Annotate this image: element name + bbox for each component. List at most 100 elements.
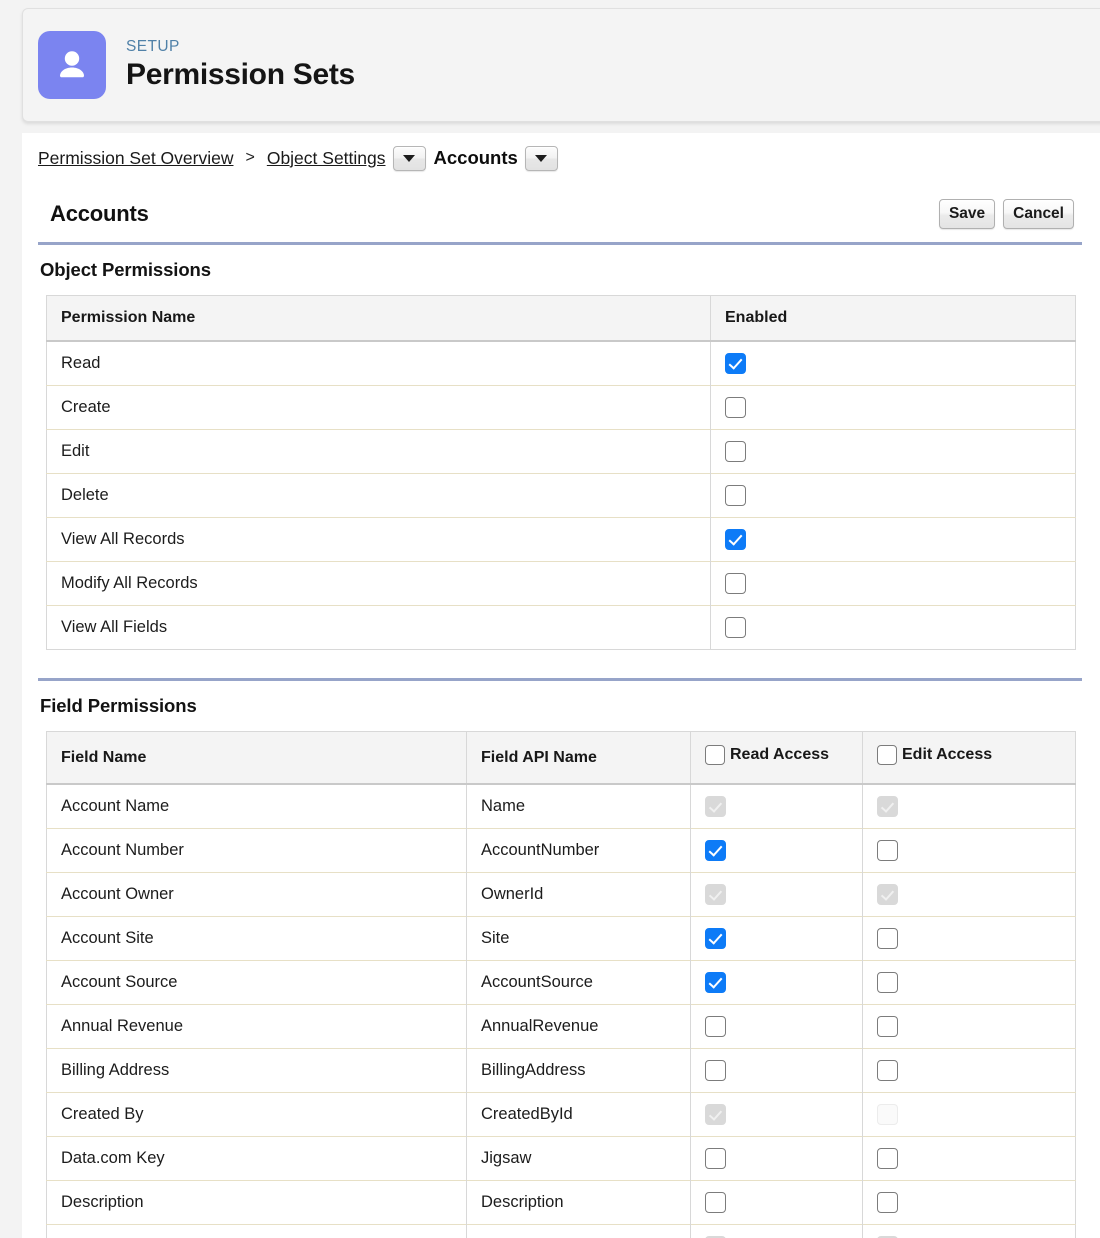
table-row: Account Name Name — [47, 784, 1076, 829]
edit-checkbox-unchecked[interactable] — [877, 840, 898, 861]
field-api-name-cell: Name — [466, 784, 691, 829]
enabled-checkbox-checked[interactable] — [725, 529, 746, 550]
table-row: Modify All Records — [46, 561, 1076, 606]
table-row: Account Number AccountNumber — [46, 828, 1076, 873]
table-row: Description Description — [46, 1180, 1076, 1225]
enabled-checkbox-unchecked[interactable] — [725, 485, 746, 506]
read-checkbox-unchecked[interactable] — [705, 1016, 726, 1037]
field-api-name-cell: CreatedById — [466, 1092, 691, 1137]
edit-checkbox-unchecked[interactable] — [877, 1016, 898, 1037]
read-access-cell — [690, 828, 863, 873]
table-row: Account Site Site — [46, 916, 1076, 961]
enabled-checkbox-checked[interactable] — [725, 353, 746, 374]
breadcrumb-separator: > — [245, 149, 255, 166]
column-header-read-access: Read Access — [690, 731, 863, 785]
read-checkbox-checked[interactable] — [705, 972, 726, 993]
column-header-enabled: Enabled — [710, 295, 1076, 342]
edit-access-cell — [862, 916, 1076, 961]
save-button[interactable]: Save — [938, 199, 996, 229]
field-api-name-cell: AccountNumber — [466, 828, 691, 873]
read-checkbox-checked[interactable] — [705, 840, 726, 861]
field-name-cell: Account Site — [46, 916, 467, 961]
permission-name-cell: Read — [61, 354, 101, 372]
table-header-row: Field Name Field API Name Read Access — [46, 731, 1076, 785]
section-divider — [38, 678, 1082, 681]
edit-access-cell — [862, 1224, 1076, 1238]
read-checkbox-checked-disabled — [705, 884, 726, 905]
field-name-cell: Account Name — [61, 797, 170, 815]
enabled-cell — [710, 341, 1076, 386]
object-permissions-body: Read Create Edit Delete View All Records Modi… — [46, 341, 1076, 650]
enabled-cell — [710, 605, 1076, 650]
field-api-name-cell: Description — [466, 1180, 691, 1225]
field-name-cell: Account Owner — [46, 872, 467, 917]
read-checkbox-unchecked[interactable] — [705, 1192, 726, 1213]
permission-name-cell: Modify All Records — [46, 561, 711, 606]
person-icon — [38, 31, 106, 99]
object-settings-dropdown-button[interactable] — [392, 145, 426, 171]
read-checkbox-unchecked[interactable] — [705, 1148, 726, 1169]
object-permissions-table: Permission Name Enabled Read Create Edit De… — [46, 295, 1076, 650]
enabled-cell — [710, 429, 1076, 474]
breadcrumb: Permission Set Overview > Object Setting… — [38, 133, 1082, 173]
cancel-button[interactable]: Cancel — [1003, 199, 1074, 229]
field-api-name-cell: BillingAddress — [466, 1048, 691, 1093]
content-area: Permission Set Overview > Object Setting… — [22, 133, 1100, 1238]
column-header-edit-access: Edit Access — [862, 731, 1076, 785]
read-checkbox-checked-disabled — [705, 796, 726, 817]
read-checkbox-checked-disabled — [705, 1104, 726, 1125]
table-row: Edit — [46, 429, 1076, 474]
edit-checkbox-unchecked[interactable] — [877, 1192, 898, 1213]
field-name-cell: Account Source — [46, 960, 467, 1005]
read-access-cell — [690, 784, 863, 829]
select-all-read-checkbox[interactable] — [705, 745, 725, 765]
field-api-name-cell: Jigsaw — [466, 1136, 691, 1181]
table-row: Account Owner OwnerId — [46, 872, 1076, 917]
enabled-checkbox-unchecked[interactable] — [725, 441, 746, 462]
edit-checkbox-unchecked[interactable] — [877, 1148, 898, 1169]
read-checkbox-checked[interactable] — [705, 928, 726, 949]
accounts-dropdown-button[interactable] — [524, 145, 558, 171]
field-api-name-cell: Tier — [466, 1224, 691, 1238]
edit-access-cell — [862, 784, 1076, 829]
column-header-permission-name: Permission Name — [46, 295, 711, 342]
field-name-cell: Created By — [46, 1092, 467, 1137]
table-row: Billing Address BillingAddress — [46, 1048, 1076, 1093]
enabled-checkbox-unchecked[interactable] — [725, 573, 746, 594]
table-row: Data.com Key Jigsaw — [46, 1136, 1076, 1181]
setup-eyebrow: SETUP — [126, 38, 180, 56]
edit-access-cell — [862, 1092, 1076, 1137]
table-row: Annual Revenue AnnualRevenue — [46, 1004, 1076, 1049]
page-title: Permission Sets — [126, 58, 355, 92]
edit-checkbox-unchecked[interactable] — [877, 1060, 898, 1081]
field-name-cell: Data.com Key — [46, 1136, 467, 1181]
enabled-checkbox-unchecked[interactable] — [725, 397, 746, 418]
select-all-edit-checkbox[interactable] — [877, 745, 897, 765]
read-access-cell — [690, 960, 863, 1005]
breadcrumb-link-permission-set-overview[interactable]: Permission Set Overview — [38, 147, 234, 168]
chevron-down-icon — [535, 154, 548, 162]
field-permissions-table: Field Name Field API Name Read Access — [46, 731, 1076, 1238]
enabled-checkbox-unchecked[interactable] — [725, 617, 746, 638]
permission-name-cell: Delete — [46, 473, 711, 518]
edit-checkbox-checked-disabled — [877, 884, 898, 905]
field-api-name-cell: AccountSource — [466, 960, 691, 1005]
read-access-cell — [690, 1180, 863, 1225]
read-checkbox-unchecked[interactable] — [705, 1060, 726, 1081]
edit-access-cell — [862, 1180, 1076, 1225]
read-access-cell — [690, 872, 863, 917]
table-row: Create — [46, 385, 1076, 430]
edit-checkbox-unchecked[interactable] — [877, 928, 898, 949]
read-access-cell — [690, 1092, 863, 1137]
breadcrumb-link-object-settings[interactable]: Object Settings — [266, 147, 386, 168]
record-title: Accounts — [50, 201, 149, 226]
field-name-cell: Billing Address — [46, 1048, 467, 1093]
edit-access-label: Edit Access — [902, 746, 993, 763]
edit-access-cell — [862, 960, 1076, 1005]
edit-checkbox-unchecked[interactable] — [877, 972, 898, 993]
table-row: Einstein Account TierTier — [46, 1224, 1076, 1238]
table-row: Created By CreatedById — [46, 1092, 1076, 1137]
edit-access-cell — [862, 872, 1076, 917]
chevron-down-icon — [403, 154, 415, 162]
